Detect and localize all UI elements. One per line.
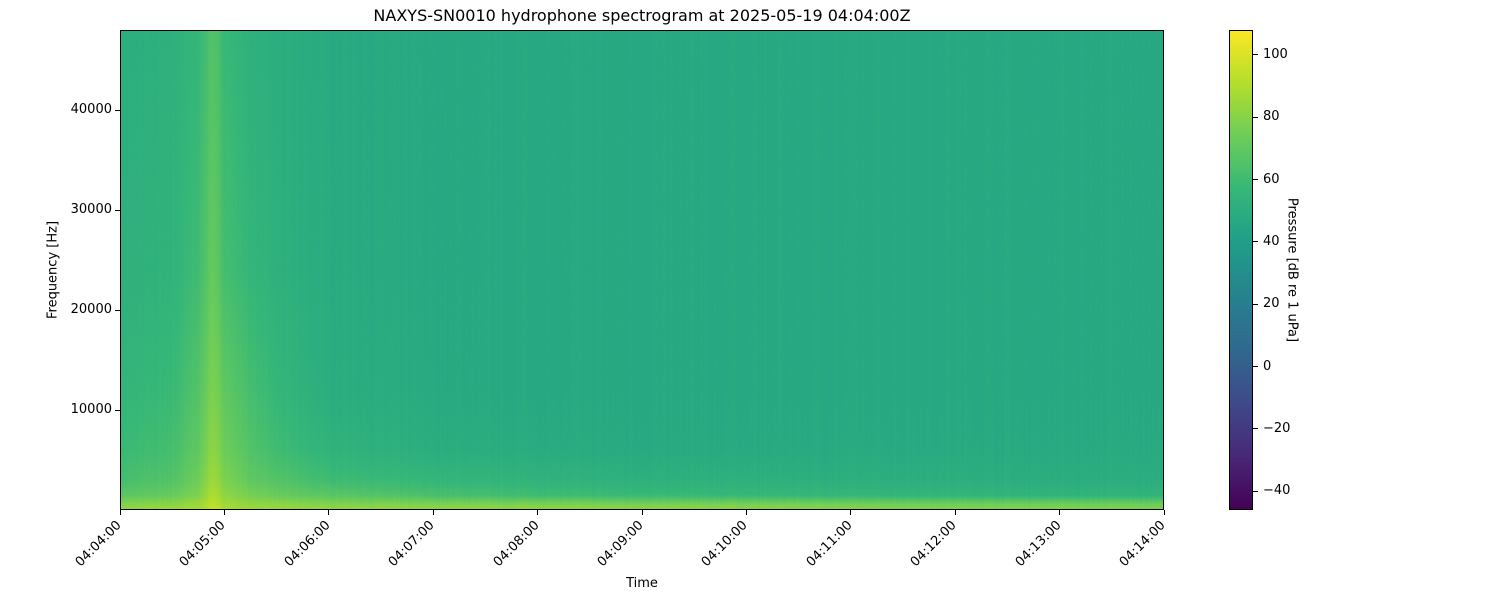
colorbar-tick-label: 100 (1263, 46, 1288, 62)
chart-title: NAXYS-SN0010 hydrophone spectrogram at 2… (373, 6, 911, 25)
x-tick-label: 04:06:00 (281, 518, 334, 570)
x-tick-label: 04:08:00 (490, 518, 543, 570)
x-tick-label: 04:13:00 (1012, 518, 1065, 570)
colorbar-tick-label: −40 (1263, 483, 1291, 499)
colorbar-tick (1253, 366, 1258, 368)
colorbar-tick (1253, 241, 1258, 243)
colorbar-tick-label: −20 (1263, 420, 1291, 436)
x-tick (745, 510, 747, 515)
x-tick-label: 04:09:00 (594, 518, 647, 570)
colorbar-tick (1253, 116, 1258, 118)
y-tick-label: 10000 (70, 402, 112, 417)
x-tick-label: 04:12:00 (907, 518, 960, 570)
colorbar-tick-label: 0 (1263, 358, 1272, 374)
y-tick-label: 20000 (70, 302, 112, 317)
x-tick (223, 510, 225, 515)
y-tick-label: 40000 (70, 102, 112, 117)
x-axis-label: Time (626, 576, 658, 591)
colorbar-tick (1253, 54, 1258, 56)
colorbar-tick-label: 60 (1263, 171, 1280, 187)
colorbar-tick (1253, 303, 1258, 305)
x-tick (1059, 510, 1061, 515)
y-tick (115, 309, 120, 311)
x-tick-label: 04:14:00 (1116, 518, 1169, 570)
x-tick (850, 510, 852, 515)
x-tick (1163, 510, 1165, 515)
colorbar-tick-label: 80 (1263, 109, 1280, 125)
x-tick (954, 510, 956, 515)
x-tick (537, 510, 539, 515)
x-tick (328, 510, 330, 515)
x-tick-label: 04:11:00 (803, 518, 856, 570)
x-tick-label: 04:07:00 (385, 518, 438, 570)
spectrogram-image (120, 30, 1164, 510)
x-tick (641, 510, 643, 515)
y-tick (115, 209, 120, 211)
colorbar-tick (1253, 179, 1258, 181)
x-tick (432, 510, 434, 515)
x-tick-label: 04:10:00 (699, 518, 751, 570)
colorbar-tick-label: 40 (1263, 233, 1280, 249)
x-tick-label: 04:05:00 (177, 518, 229, 570)
colorbar-tick (1253, 428, 1258, 430)
x-tick-label: 04:04:00 (72, 518, 125, 570)
y-tick (115, 409, 120, 411)
colorbar (1229, 30, 1253, 510)
x-tick (119, 510, 121, 515)
plot-area (120, 30, 1164, 510)
colorbar-tick (1253, 490, 1258, 492)
y-tick-label: 30000 (70, 202, 112, 217)
colorbar-label: Pressure [dB re 1 uPa] (1284, 197, 1300, 343)
y-tick (115, 109, 120, 111)
colorbar-frame (1229, 30, 1253, 510)
colorbar-tick-label: 20 (1263, 296, 1280, 312)
